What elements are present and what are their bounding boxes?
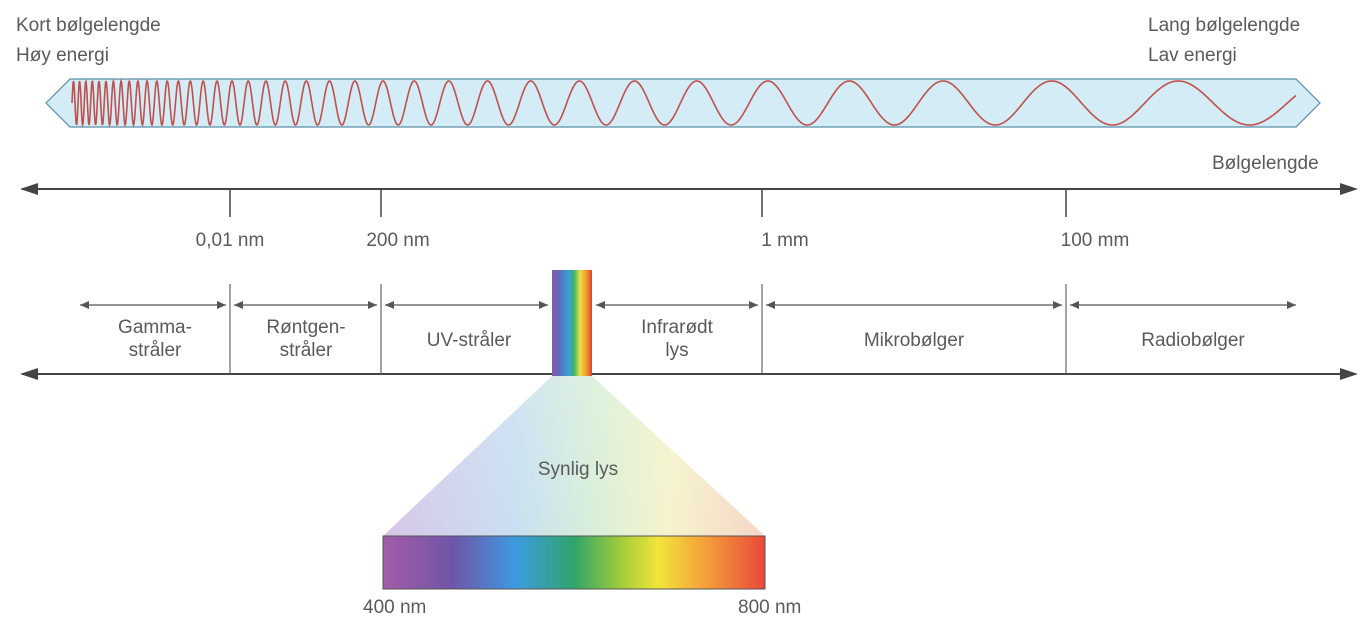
- region-gamma-label: Gamma-stråler: [118, 317, 192, 361]
- region-arrowhead: [385, 301, 394, 309]
- visible-strip: [552, 270, 592, 376]
- low-energy-label: Lav energi: [1148, 45, 1237, 66]
- region-arrowhead: [749, 301, 758, 309]
- region-arrowhead: [1287, 301, 1296, 309]
- region-axis: [20, 284, 1358, 380]
- region-microwave-label: Mikrobølger: [863, 330, 965, 351]
- tick-label-1mm: 1 mm: [761, 230, 809, 251]
- region-arrowhead: [80, 301, 89, 309]
- region-infrared-label: Infrarødt lys: [641, 317, 713, 361]
- tick-label-100mm: 100 mm: [1060, 230, 1130, 251]
- spectrum-max-label: 800 nm: [738, 597, 802, 618]
- region-arrowhead: [368, 301, 377, 309]
- region-arrowhead: [766, 301, 775, 309]
- tick-label-200nm: 200 nm: [366, 230, 430, 251]
- region-arrowhead: [1070, 301, 1079, 309]
- short-wavelength-label: Kort bølgelengde: [16, 15, 161, 36]
- spectrum-min-label: 400 nm: [363, 597, 427, 618]
- region-uv-label: UV-stråler: [426, 330, 512, 351]
- tick-label-0-01nm: 0,01 nm: [195, 230, 265, 251]
- visible-light-label: Synlig lys: [537, 459, 619, 480]
- axis-title: Bølgelengde: [1212, 153, 1319, 174]
- region-extent-arrows: [80, 301, 1296, 309]
- wave-line: [71, 78, 1297, 128]
- region-arrowhead: [539, 301, 548, 309]
- high-energy-label: Høy energi: [16, 45, 109, 66]
- visible-spectrum-bar: [382, 535, 766, 590]
- region-arrowhead: [1053, 301, 1062, 309]
- long-wavelength-label: Lang bølgelengde: [1148, 15, 1301, 36]
- region-arrowhead: [596, 301, 605, 309]
- region-xray-label: Røntgen-stråler: [266, 317, 346, 361]
- region-radio-label: Radiobølger: [1141, 330, 1245, 351]
- region-arrowhead: [234, 301, 243, 309]
- wave-band: [45, 78, 1321, 128]
- wavelength-axis: [20, 183, 1358, 217]
- region-arrowhead: [217, 301, 226, 309]
